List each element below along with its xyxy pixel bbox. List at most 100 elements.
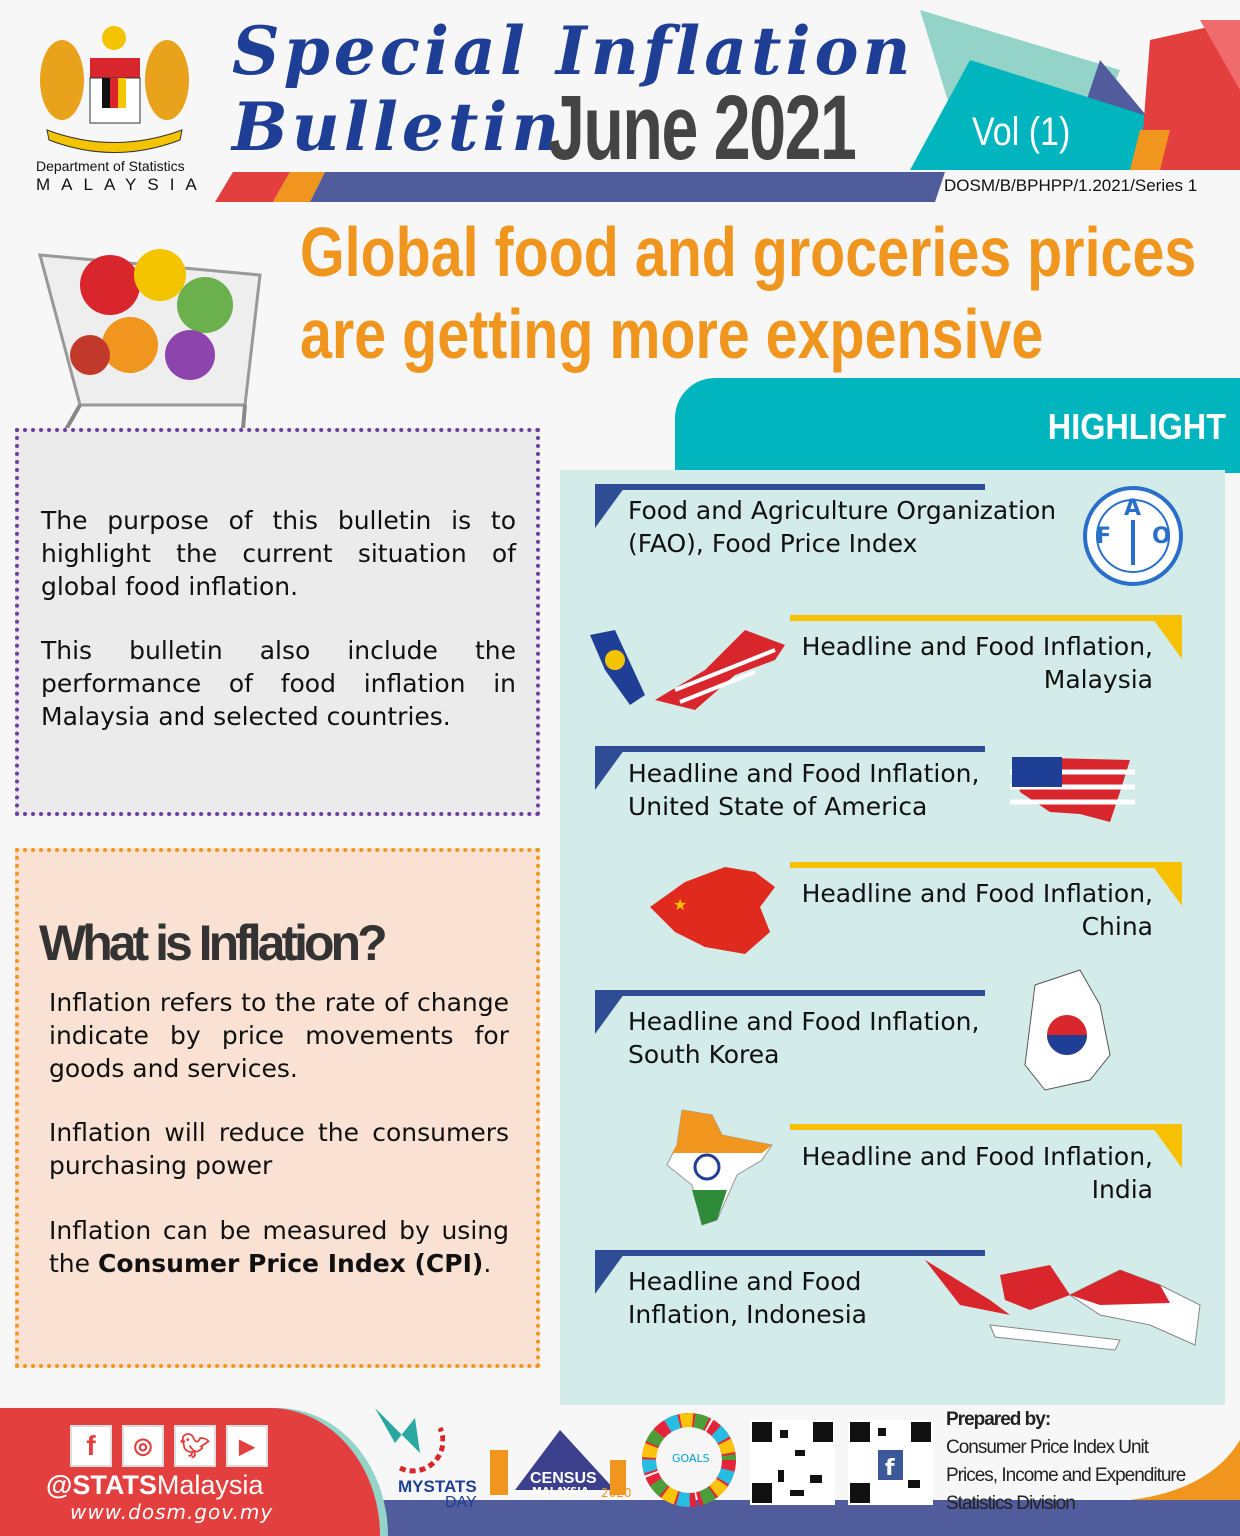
item-bar xyxy=(595,746,985,752)
indonesia-flag-map xyxy=(925,1260,1201,1351)
shopping-cart-illustration xyxy=(37,249,262,495)
census-logo xyxy=(490,1430,626,1495)
qr-code-facebook[interactable]: f xyxy=(848,1420,933,1505)
inflation-box: What is Inflation? Inflation refers to t… xyxy=(15,848,540,1368)
instagram-icon[interactable]: ◎ xyxy=(122,1425,164,1467)
headline-line1: Global food and groceries prices xyxy=(300,213,1197,291)
fao-logo: FAO xyxy=(1083,486,1183,586)
handle-rest: Malaysia xyxy=(156,1470,264,1500)
handle-bold: @STATS xyxy=(46,1470,157,1500)
twitter-icon[interactable]: 🐦︎ xyxy=(174,1425,216,1467)
highlight-panel xyxy=(560,470,1225,1405)
item-line2: Inflation, Indonesia xyxy=(628,1300,867,1329)
inflation-definition: Inflation refers to the rate of change i… xyxy=(49,988,509,1083)
item-line1: Headline and Food Inflation, xyxy=(628,1007,980,1036)
prepared-division: Statistics Division xyxy=(946,1493,1076,1514)
item-marker xyxy=(1150,615,1182,659)
measure-suffix: . xyxy=(483,1249,492,1278)
malaysia-coat-of-arms-logo xyxy=(40,26,189,153)
qr-code-dosm[interactable] xyxy=(750,1420,835,1505)
south-korea-flag-map xyxy=(1024,969,1111,1091)
prepared-unit: Consumer Price Index Unit xyxy=(946,1437,1149,1458)
item-marker xyxy=(595,990,627,1034)
item-marker xyxy=(1150,1124,1182,1168)
mystats-logo-mark xyxy=(375,1408,445,1474)
facebook-icon[interactable]: f xyxy=(70,1425,112,1467)
highlight-item-indonesia[interactable]: Headline and Food Inflation, Indonesia xyxy=(628,1265,867,1331)
item-marker xyxy=(1150,862,1182,906)
item-line1: Headline and Food Inflation, xyxy=(801,632,1153,661)
highlight-item-usa[interactable]: Headline and Food Inflation, United State… xyxy=(628,757,979,823)
item-line2: (FAO), Food Price Index xyxy=(628,529,918,558)
youtube-icon[interactable]: ▶ xyxy=(226,1425,268,1467)
census-country: MALAYSIA xyxy=(532,1486,589,1497)
svg-text:F: F xyxy=(1096,524,1111,549)
india-flag-map xyxy=(666,1109,773,1226)
svg-text:O: O xyxy=(1152,524,1171,549)
highlight-item-fao[interactable]: Food and Agriculture Organization (FAO), … xyxy=(628,494,1056,560)
item-line1: Headline and Food xyxy=(628,1267,862,1296)
highlight-tab: HIGHLIGHT xyxy=(675,378,1240,473)
svg-text:★: ★ xyxy=(673,895,687,914)
item-bar xyxy=(790,615,1182,621)
reference-code: DOSM/B/BPHPP/1.2021/Series 1 xyxy=(944,176,1198,195)
item-bar xyxy=(595,990,985,996)
item-marker xyxy=(595,746,627,790)
purpose-box: The purpose of this bulletin is to highl… xyxy=(15,428,540,816)
highlight-item-india[interactable]: Headline and Food Inflation, India xyxy=(790,1140,1153,1206)
purpose-text-2: This bulletin also include the performan… xyxy=(41,636,516,731)
item-line1: Headline and Food Inflation, xyxy=(801,879,1153,908)
item-line1: Headline and Food Inflation, xyxy=(801,1142,1153,1171)
title-line1: Special Inflation xyxy=(232,12,915,90)
item-line2: India xyxy=(1091,1175,1153,1204)
highlight-item-south-korea[interactable]: Headline and Food Inflation, South Korea xyxy=(628,1005,979,1071)
sdg-label: GOALS xyxy=(672,1452,710,1465)
item-marker xyxy=(595,1250,627,1294)
measure-text: Inflation can be measured by using the xyxy=(49,1216,509,1278)
prepared-division-line: Prices, Income and Expenditure xyxy=(946,1465,1186,1486)
mystats-label: MYSTATS xyxy=(398,1477,477,1496)
highlight-title: HIGHLIGHT xyxy=(1047,406,1226,447)
svg-text:A: A xyxy=(1124,496,1141,521)
social-handle[interactable]: @STATSMalaysia xyxy=(46,1470,263,1501)
usa-flag-map xyxy=(1010,757,1135,822)
org-name: Department of Statistics xyxy=(36,158,185,174)
prepared-label: Prepared by: xyxy=(946,1409,1051,1430)
footer-corner-accent xyxy=(1130,1440,1240,1500)
malaysia-flag-map xyxy=(590,630,785,710)
title-line2: Bulletin xyxy=(232,88,564,166)
census-label: CENSUS xyxy=(530,1470,597,1487)
inflation-measure: Inflation can be measured by using the C… xyxy=(49,1214,509,1280)
item-bar xyxy=(790,1124,1182,1130)
highlight-item-china[interactable]: Headline and Food Inflation, China xyxy=(790,877,1153,943)
item-line2: Malaysia xyxy=(1043,665,1153,694)
volume-label: Vol (1) xyxy=(972,110,1071,154)
headline-line2: are getting more expensive xyxy=(300,295,1044,373)
item-line2: United State of America xyxy=(628,792,928,821)
item-line2: China xyxy=(1081,912,1153,941)
item-line2: South Korea xyxy=(628,1040,780,1069)
item-bar xyxy=(595,484,985,490)
cpi-term: Consumer Price Index (CPI) xyxy=(97,1249,484,1278)
sdg-wheel-logo xyxy=(642,1413,736,1507)
purpose-text-1: The purpose of this bulletin is to highl… xyxy=(41,506,516,601)
issue-date: June 2021 xyxy=(548,77,857,179)
item-bar xyxy=(595,1250,985,1256)
svg-text:f: f xyxy=(885,1456,895,1481)
item-line1: Headline and Food Inflation, xyxy=(628,759,980,788)
mystats-day: DAY xyxy=(445,1494,477,1511)
inflation-heading: What is Inflation? xyxy=(39,915,388,971)
website-link[interactable]: www.dosm.gov.my xyxy=(70,1500,274,1524)
header-shapes xyxy=(910,10,1240,170)
social-icons: f ◎ 🐦︎ ▶ xyxy=(70,1425,268,1467)
prepared-by: Prepared by: Consumer Price Index Unit P… xyxy=(946,1406,1186,1518)
header: Department of Statistics MALAYSIA Specia… xyxy=(0,0,1240,205)
header-stripe xyxy=(215,172,945,202)
census-year: 2020 xyxy=(601,1486,632,1500)
org-country: MALAYSIA xyxy=(36,175,208,194)
item-line1: Food and Agriculture Organization xyxy=(628,496,1057,525)
highlight-item-malaysia[interactable]: Headline and Food Inflation, Malaysia xyxy=(790,630,1153,696)
item-marker xyxy=(595,484,627,528)
item-bar xyxy=(790,862,1182,868)
china-flag-map: ★ xyxy=(650,867,775,954)
